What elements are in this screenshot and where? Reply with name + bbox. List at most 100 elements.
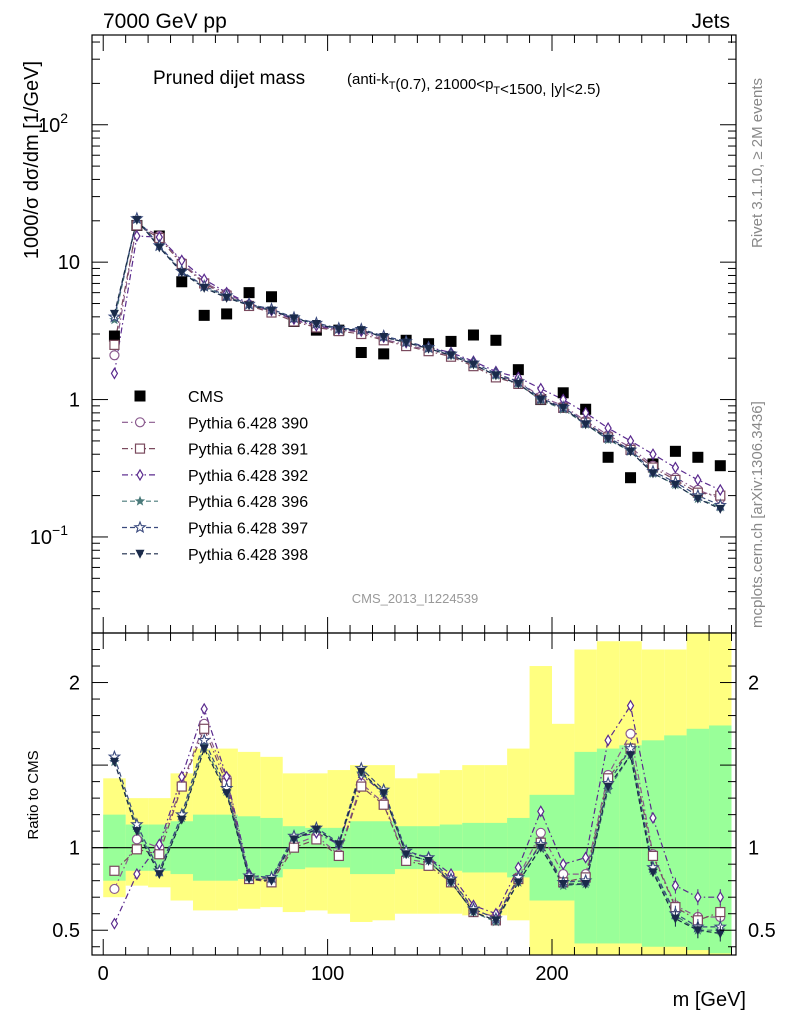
side-label-top: Rivet 3.1.10, ≥ 2M events xyxy=(749,78,766,248)
ratio-point-s5-0 xyxy=(109,757,119,767)
main-point-s6-21 xyxy=(581,420,591,430)
main-point-s6-8 xyxy=(289,314,299,324)
ratio-point-s1-3 xyxy=(176,781,187,792)
legend-label-2: Pythia 6.428 391 xyxy=(188,442,308,459)
watermark: CMS_2013_I1224539 xyxy=(352,591,479,606)
ratio-point-s5-26 xyxy=(693,926,703,936)
ratio-point-s2-24 xyxy=(649,811,657,825)
ratio-point-s5-4 xyxy=(199,744,209,754)
ratio-x-axis: 0 100 200 xyxy=(98,633,733,985)
ratio-point-s0-1 xyxy=(131,834,142,845)
ratio-point-s5-9 xyxy=(311,825,321,835)
ratio-point-s5-16 xyxy=(468,908,478,918)
ratio-y-label: Ratio to CMS xyxy=(25,750,42,839)
main-point-s6-15 xyxy=(446,351,456,361)
ratio-point-s5-25 xyxy=(670,914,680,924)
ratio-point-s1-10 xyxy=(333,850,344,862)
ratio-point-s2-26 xyxy=(694,891,702,904)
ratio-point-s5-7 xyxy=(267,876,277,886)
main-subtitle: (anti-kT(0.7), 21000<pT<1500, |y|<2.5) xyxy=(347,71,601,98)
main-point-s6-9 xyxy=(311,319,321,329)
ratio-y-tick-label-right-1: 1 xyxy=(748,838,759,860)
ratio-y-tick-label-0: 0.5 xyxy=(52,920,80,942)
header-right: Jets xyxy=(691,10,730,33)
x-axis-label: m [GeV] xyxy=(673,989,746,1011)
legend-marker-4 xyxy=(134,495,146,506)
ratio-panel: 0.5 0.5 1 1 2 2 0 100 200 Ratio to CMS m [GeV] xyxy=(25,632,776,1011)
ratio-inner-band-22 xyxy=(596,748,620,944)
main-panel: 10−1 1 10 102 Pruned dijet mass (anti-kT(0.… xyxy=(21,34,737,634)
ratio-point-s0-19 xyxy=(535,827,546,838)
ratio-point-s2-20 xyxy=(559,858,567,871)
ratio-point-s5-27 xyxy=(715,929,725,939)
ratio-point-s4-4 xyxy=(197,733,211,747)
ratio-point-s2-19 xyxy=(537,805,545,818)
ratio-point-s5-3 xyxy=(177,815,187,825)
main-point-s0-20 xyxy=(557,387,569,399)
ratio-point-s5-5 xyxy=(222,789,232,799)
main-point-s0-23 xyxy=(625,472,637,484)
main-series-line-6 xyxy=(113,218,721,510)
main-series-line-2 xyxy=(113,224,721,497)
ratio-plot-area xyxy=(92,633,736,955)
main-point-s0-25 xyxy=(669,445,681,457)
main-point-s2-0 xyxy=(109,339,120,350)
ratio-inner-band-26 xyxy=(686,728,710,951)
main-point-s6-27 xyxy=(715,504,725,514)
ratio-point-s0-23 xyxy=(625,728,636,739)
ratio-point-s5-18 xyxy=(513,878,523,888)
ratio-point-s5-2 xyxy=(154,870,164,880)
ratio-point-s1-11 xyxy=(356,781,367,792)
main-point-s0-0 xyxy=(108,330,120,342)
legend-marker-2 xyxy=(134,443,146,454)
main-point-s6-16 xyxy=(468,360,478,370)
main-point-s3-27 xyxy=(716,483,724,497)
ratio-point-s5-15 xyxy=(446,878,456,888)
main-point-s6-6 xyxy=(244,301,254,311)
ratio-point-s2-21 xyxy=(581,851,590,864)
main-point-s6-7 xyxy=(267,306,277,316)
main-point-s0-4 xyxy=(198,309,210,321)
main-point-s6-26 xyxy=(693,494,703,504)
ratio-point-s2-4 xyxy=(200,702,208,716)
main-point-s6-18 xyxy=(513,379,523,389)
legend-marker-1 xyxy=(134,417,146,428)
main-point-s0-3 xyxy=(176,276,188,288)
legend-label-6: Pythia 6.428 398 xyxy=(188,547,308,564)
ratio-inner-band-23 xyxy=(619,745,642,944)
main-point-s6-4 xyxy=(199,283,209,293)
ratio-series-line-1 xyxy=(113,727,721,922)
ratio-point-s5-14 xyxy=(424,856,434,866)
ratio-point-s2-23 xyxy=(626,699,635,712)
main-point-s0-5 xyxy=(221,308,233,320)
main-series-line-5 xyxy=(113,217,721,506)
main-point-s0-17 xyxy=(490,334,502,346)
ratio-point-s2-3 xyxy=(178,770,186,783)
ratio-point-s5-13 xyxy=(401,850,411,860)
ratio-point-s5-11 xyxy=(356,767,366,777)
main-point-s3-26 xyxy=(694,473,702,487)
ratio-point-s4-1 xyxy=(130,817,144,831)
ratio-point-s5-1 xyxy=(132,827,142,837)
main-point-s1-0 xyxy=(109,350,120,361)
ratio-y-tick-label-right-2: 2 xyxy=(748,673,759,695)
ratio-y-tick-label-2: 2 xyxy=(69,673,80,695)
main-point-s0-27 xyxy=(714,460,726,472)
main-point-s6-10 xyxy=(334,325,344,335)
ratio-point-s2-27 xyxy=(716,891,724,904)
legend-label-3: Pythia 6.428 392 xyxy=(188,468,308,485)
main-y-label: 1000/σ dσ/dm [1/GeV] xyxy=(21,61,43,259)
main-point-s6-17 xyxy=(491,371,501,381)
main-x-axis xyxy=(102,35,733,633)
main-point-s0-26 xyxy=(692,451,704,463)
ratio-point-s2-2 xyxy=(155,838,164,851)
ratio-inner-band-27 xyxy=(709,725,732,954)
ratio-point-s5-12 xyxy=(379,789,389,799)
main-point-s6-11 xyxy=(356,326,366,336)
main-point-s6-1 xyxy=(132,215,142,225)
main-title: Pruned dijet mass xyxy=(153,68,305,89)
main-point-s6-20 xyxy=(558,403,568,413)
main-point-s3-1 xyxy=(133,229,141,243)
legend: CMS Pythia 6.428 390 Pythia 6.428 391 Pythi… xyxy=(122,389,308,564)
main-point-s6-5 xyxy=(222,293,232,303)
